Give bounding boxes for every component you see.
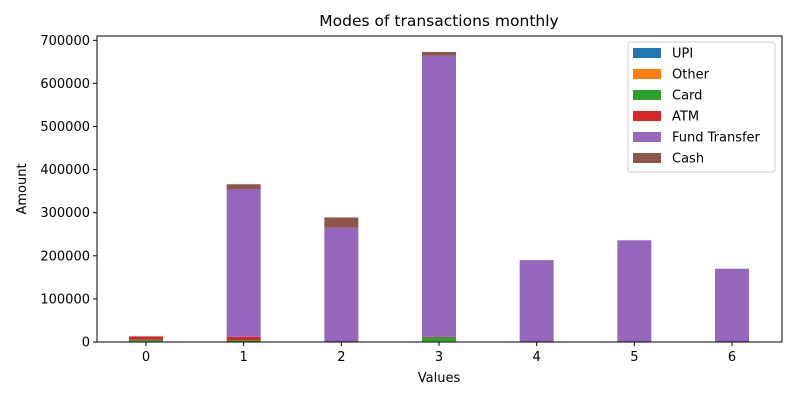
y-tick-label: 0: [82, 336, 90, 351]
bar-card-1: [226, 340, 261, 342]
legend-label-atm: ATM: [672, 110, 699, 125]
legend-label-card: Card: [672, 89, 702, 104]
bar-atm-3: [422, 336, 457, 338]
legend-swatch-other: [633, 69, 661, 79]
bar-cash-2: [324, 217, 359, 228]
bar-card-3: [422, 337, 457, 342]
x-tick-label: 2: [337, 350, 345, 365]
x-tick-label: 6: [728, 350, 736, 365]
bar-fund-transfer-1: [226, 189, 261, 337]
bar-fund-transfer-6: [715, 268, 750, 342]
y-axis: 0 100000 200000 300000 400000 500000 600000 700…: [40, 34, 97, 351]
x-axis-label: Values: [418, 371, 461, 386]
bar-atm-1: [226, 336, 261, 341]
legend-label-fund-transfer: Fund Transfer: [672, 131, 761, 146]
bar-card-0: [129, 339, 163, 342]
x-tick-label: 5: [630, 350, 638, 365]
legend-swatch-upi: [633, 48, 661, 58]
bar-atm-0: [129, 336, 163, 340]
x-tick-label: 0: [142, 350, 150, 365]
legend: UPI Other Card ATM Fund Transfer Cash: [627, 41, 776, 173]
legend-label-cash: Cash: [672, 152, 704, 167]
y-tick-label: 300000: [40, 206, 90, 221]
x-axis: 0 1 2 3 4 5 6: [142, 342, 736, 365]
bar-fund-transfer-2: [324, 227, 359, 342]
bars-layer: [129, 51, 750, 343]
y-tick-label: 500000: [40, 120, 90, 135]
x-tick-label: 3: [435, 350, 443, 365]
legend-swatch-fund-transfer: [633, 132, 661, 142]
bar-fund-transfer-4: [519, 260, 554, 342]
legend-swatch-cash: [633, 153, 661, 163]
bar-cash-1: [226, 184, 261, 189]
y-tick-label: 400000: [40, 163, 90, 178]
x-tick-label: 4: [533, 350, 541, 365]
y-axis-label: Amount: [15, 163, 30, 214]
bar-fund-transfer-3: [422, 55, 457, 337]
y-tick-label: 200000: [40, 249, 90, 264]
legend-swatch-card: [633, 90, 661, 100]
x-tick-label: 1: [240, 350, 248, 365]
legend-label-upi: UPI: [672, 47, 693, 62]
chart-title: Modes of transactions monthly: [319, 12, 558, 30]
bar-fund-transfer-5: [617, 240, 652, 342]
y-tick-label: 600000: [40, 77, 90, 92]
legend-box: [627, 41, 776, 173]
bar-cash-3: [422, 51, 457, 56]
legend-label-other: Other: [672, 68, 710, 83]
y-tick-label: 100000: [40, 292, 90, 307]
y-tick-label: 700000: [40, 34, 90, 49]
legend-swatch-atm: [633, 111, 661, 121]
